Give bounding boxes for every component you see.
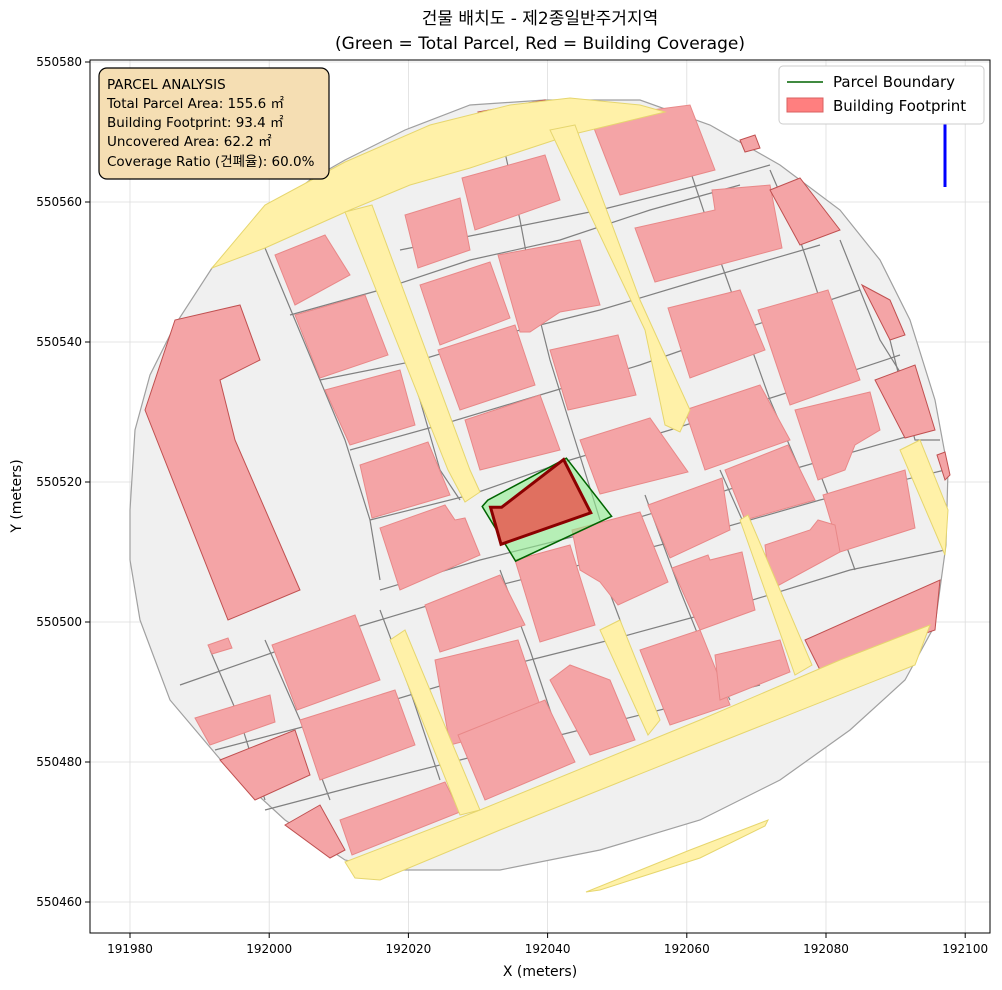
context-building: [461, 154, 561, 231]
context-building: [379, 504, 481, 591]
info-heading: PARCEL ANALYSIS: [107, 77, 226, 93]
parcel-line: [264, 247, 381, 581]
x-axis-label: X (meters): [503, 964, 577, 980]
context-building: [936, 451, 951, 481]
context-building: [647, 477, 731, 559]
info-uncovered-area: Uncovered Area: 62.2 ㎡: [107, 134, 272, 150]
context-building: [271, 614, 381, 711]
context-building: [549, 664, 636, 756]
road: [585, 819, 770, 893]
axis-ticks: 191980 192000 192020 192040 192060 192080 1921…: [36, 55, 988, 956]
legend: Parcel Boundary Building Footprint: [778, 65, 985, 125]
road: [549, 124, 691, 433]
context-building: [634, 184, 783, 283]
context-building: [739, 134, 761, 153]
context-building: [757, 289, 861, 406]
context-building: [284, 804, 346, 859]
x-tick-label: 192080: [803, 942, 849, 956]
road: [210, 97, 667, 270]
context-building: [571, 511, 669, 606]
context-building: [419, 261, 511, 346]
parcel-line: [319, 244, 821, 381]
roads: [210, 97, 949, 893]
y-tick-label: 550520: [36, 475, 82, 489]
legend-box: [778, 65, 985, 125]
parcel-analysis-box: PARCEL ANALYSIS Total Parcel Area: 155.6…: [98, 67, 330, 180]
context-building: [639, 629, 731, 726]
context-building: [437, 324, 536, 411]
chart-title: 건물 배치도 - 제2종일반주거지역: [422, 9, 658, 29]
context-building: [794, 391, 881, 481]
context-buildings: [144, 99, 951, 859]
parcel-line: [289, 184, 741, 316]
y-tick-label: 550560: [36, 195, 82, 209]
context-building: [860, 283, 906, 341]
context-building: [874, 364, 936, 439]
context-building: [684, 384, 791, 471]
context-building: [464, 394, 561, 471]
context-building: [579, 417, 689, 495]
context-building: [274, 234, 351, 306]
x-tick-label: 192020: [385, 942, 431, 956]
y-tick-label: 550480: [36, 755, 82, 769]
context-building: [667, 289, 766, 379]
axes-frame: [89, 59, 991, 934]
subject-building-footprint: [488, 457, 593, 547]
y-tick-label: 550540: [36, 335, 82, 349]
x-tick-label: 192000: [246, 942, 292, 956]
context-building: [294, 294, 389, 379]
context-building: [549, 334, 637, 411]
context-building: [359, 441, 451, 519]
context-building: [299, 689, 416, 781]
legend-building-patch-swatch: [786, 97, 824, 113]
x-tick-label: 191980: [107, 942, 153, 956]
legend-building-footprint-label: Building Footprint: [833, 97, 966, 115]
y-tick-label: 550500: [36, 615, 82, 629]
context-building: [457, 699, 576, 801]
road: [599, 619, 661, 736]
chart-subtitle: (Green = Total Parcel, Red = Building Co…: [335, 34, 745, 54]
context-building: [497, 239, 601, 333]
info-box-background: [98, 67, 330, 180]
x-tick-label: 192040: [525, 942, 571, 956]
x-tick-label: 192060: [664, 942, 710, 956]
context-building: [769, 177, 841, 246]
context-building: [724, 444, 816, 521]
info-total-area: Total Parcel Area: 155.6 ㎡: [106, 96, 284, 112]
road: [344, 204, 481, 503]
info-building-footprint: Building Footprint: 93.4 ㎡: [107, 115, 284, 131]
parcel-line: [879, 299, 940, 441]
y-tick-label: 550460: [36, 895, 82, 909]
road: [739, 514, 813, 676]
context-building: [404, 197, 471, 269]
context-building: [144, 304, 301, 621]
context-building: [219, 729, 311, 801]
y-tick-label: 550580: [36, 55, 82, 69]
context-building: [804, 579, 941, 671]
legend-parcel-boundary-label: Parcel Boundary: [833, 73, 955, 91]
y-axis-label: Y (meters): [9, 459, 25, 533]
context-building: [207, 637, 233, 655]
context-map: [129, 97, 951, 893]
x-tick-label: 192100: [942, 942, 988, 956]
info-coverage-ratio: Coverage Ratio (건폐율): 60.0%: [107, 154, 315, 170]
subject-parcel-group: [481, 457, 613, 563]
road: [344, 624, 931, 881]
context-building: [514, 544, 596, 643]
context-building: [424, 574, 526, 653]
road: [899, 439, 949, 556]
context-building: [194, 694, 276, 746]
context-building: [714, 639, 791, 701]
context-building: [324, 369, 416, 446]
